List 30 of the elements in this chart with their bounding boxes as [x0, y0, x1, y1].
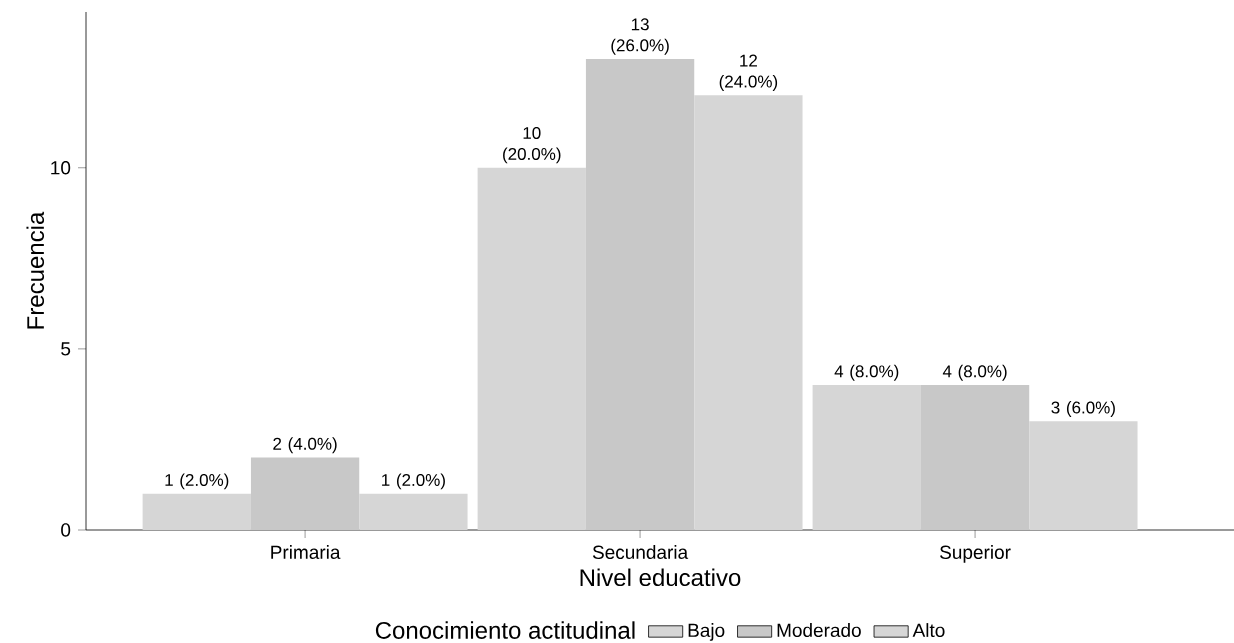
bar: [1029, 421, 1138, 530]
legend-label: Alto: [912, 623, 945, 638]
y-tick-label: 0: [61, 523, 71, 537]
y-tick-label: 5: [61, 342, 71, 356]
bar: [585, 59, 695, 530]
bar: [359, 493, 468, 530]
data-label: 12 (24.0%): [719, 54, 778, 91]
legend-label: Moderado: [777, 623, 861, 638]
data-label: 4 (8.0%): [942, 364, 1007, 381]
data-label: 4 (8.0%): [834, 364, 899, 381]
bar: [477, 167, 586, 530]
legend-label: Bajo: [688, 623, 725, 641]
legend-title: Conocimiento actitudinal: [375, 621, 635, 639]
x-tick-label: Secundaria: [592, 545, 689, 560]
x-tick-label: Superior: [940, 545, 1011, 563]
bar: [250, 457, 360, 530]
data-label: 3 (6.0%): [1051, 401, 1115, 417]
bar: [812, 385, 921, 530]
bar: [694, 95, 803, 530]
data-label: 2 (4.0%): [273, 437, 337, 454]
data-label: 1 (2.0%): [382, 473, 445, 490]
y-axis-title: Frecuencia: [26, 211, 45, 329]
x-tick-label: Primaria: [271, 545, 341, 560]
y-tick-label: 10: [51, 161, 71, 175]
data-label: 10 (20.0%): [503, 126, 561, 164]
data-label: 13 (26.0%): [611, 18, 669, 55]
data-label: 1 (2.0%): [165, 473, 229, 490]
bar: [142, 493, 251, 530]
bar: [920, 385, 1030, 530]
x-axis-title: Nivel educativo: [580, 568, 741, 587]
